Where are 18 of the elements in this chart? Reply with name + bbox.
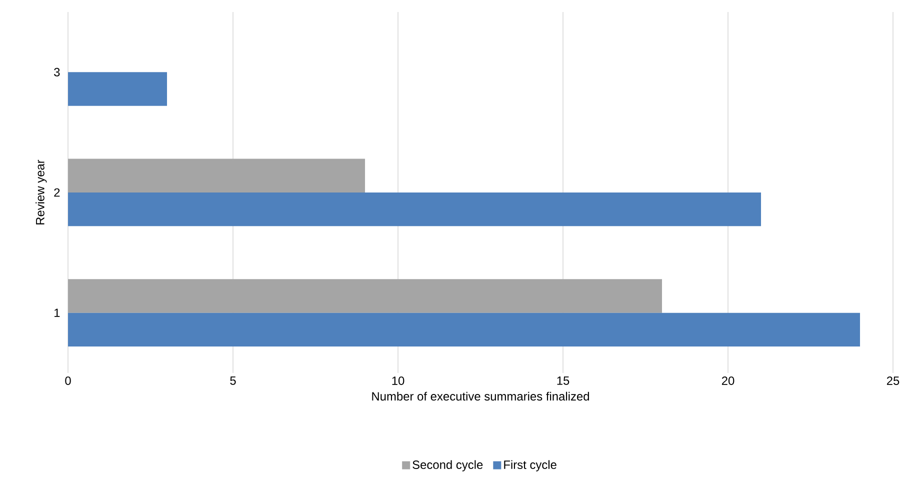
x-tick-label: 10 xyxy=(392,376,404,385)
x-tick-label: 15 xyxy=(557,376,570,385)
bar xyxy=(68,312,860,347)
y-tick-label: 2 xyxy=(54,188,60,197)
bar xyxy=(68,158,366,192)
x-tick-label: 5 xyxy=(230,376,236,385)
y-tick-label: 1 xyxy=(54,308,60,317)
x-tick-label: 25 xyxy=(886,376,900,385)
y-tick-label: 3 xyxy=(54,68,60,76)
y-axis-title: Review year xyxy=(36,160,47,224)
x-tick-label: 0 xyxy=(65,376,71,385)
legend-label: Second cycle xyxy=(412,460,483,472)
bar xyxy=(68,72,168,106)
x-axis-title: Number of executive summaries finalized xyxy=(372,392,589,401)
x-tick-label: 20 xyxy=(722,376,734,385)
legend-label: First cycle xyxy=(504,460,556,472)
bar xyxy=(68,192,762,226)
bar xyxy=(68,279,662,313)
